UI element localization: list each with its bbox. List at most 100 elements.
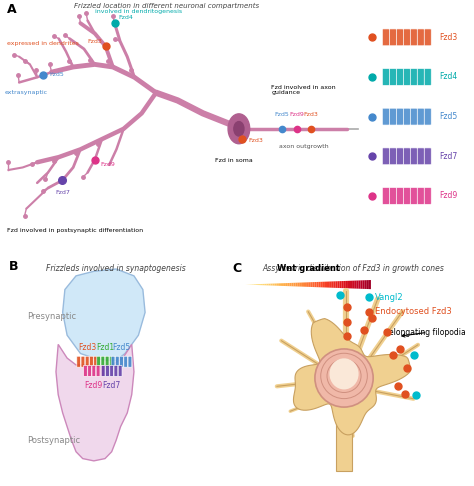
FancyBboxPatch shape: [390, 29, 396, 46]
FancyBboxPatch shape: [396, 29, 403, 46]
Text: Fzd5: Fzd5: [275, 112, 290, 118]
Polygon shape: [308, 282, 310, 287]
FancyBboxPatch shape: [383, 188, 390, 204]
FancyBboxPatch shape: [410, 69, 417, 86]
Text: Fzd3: Fzd3: [248, 138, 263, 142]
Text: Fzd5: Fzd5: [439, 112, 457, 121]
Text: Presynaptic: Presynaptic: [27, 312, 76, 321]
FancyBboxPatch shape: [403, 188, 410, 204]
Text: expressed in dendrites: expressed in dendrites: [7, 41, 78, 46]
Polygon shape: [285, 283, 287, 286]
Text: Frizzled location in different neuronal compartments: Frizzled location in different neuronal …: [74, 2, 259, 9]
Text: involved in dendritogenesis: involved in dendritogenesis: [95, 9, 182, 15]
Polygon shape: [360, 280, 363, 289]
Polygon shape: [289, 283, 292, 286]
FancyBboxPatch shape: [92, 365, 96, 376]
Polygon shape: [271, 284, 273, 286]
Polygon shape: [287, 283, 289, 286]
Polygon shape: [256, 284, 258, 285]
Text: Fzd9: Fzd9: [100, 162, 115, 167]
FancyBboxPatch shape: [417, 188, 424, 204]
Text: Frizzleds involved in synaptogenesis: Frizzleds involved in synaptogenesis: [46, 264, 186, 274]
Polygon shape: [275, 283, 277, 286]
FancyBboxPatch shape: [105, 356, 109, 367]
FancyBboxPatch shape: [410, 29, 417, 46]
Polygon shape: [304, 282, 306, 287]
Text: Fzd3: Fzd3: [303, 112, 319, 118]
Polygon shape: [350, 281, 352, 289]
FancyBboxPatch shape: [396, 148, 403, 165]
FancyBboxPatch shape: [424, 69, 431, 86]
Text: Fzd1: Fzd1: [96, 343, 114, 352]
Polygon shape: [260, 284, 262, 285]
FancyBboxPatch shape: [403, 29, 410, 46]
Text: Fzd3: Fzd3: [87, 39, 102, 44]
Polygon shape: [367, 280, 369, 289]
Polygon shape: [319, 282, 321, 287]
Polygon shape: [346, 281, 348, 288]
Text: Fzd4: Fzd4: [118, 15, 133, 19]
Polygon shape: [333, 281, 336, 288]
Polygon shape: [277, 283, 279, 286]
Polygon shape: [258, 284, 260, 285]
Text: Fzd9: Fzd9: [85, 381, 103, 390]
FancyBboxPatch shape: [424, 148, 431, 165]
FancyBboxPatch shape: [390, 188, 396, 204]
FancyBboxPatch shape: [101, 365, 105, 376]
Polygon shape: [358, 280, 360, 289]
FancyBboxPatch shape: [410, 148, 417, 165]
Text: Fzd9: Fzd9: [289, 112, 304, 118]
FancyBboxPatch shape: [424, 29, 431, 46]
FancyBboxPatch shape: [410, 188, 417, 204]
Text: Fzd3: Fzd3: [439, 33, 457, 42]
Text: Fzd7: Fzd7: [55, 190, 70, 194]
Polygon shape: [266, 284, 268, 285]
FancyBboxPatch shape: [111, 356, 115, 367]
FancyBboxPatch shape: [106, 365, 109, 376]
Text: Fzd involved in postsynaptic differentiation: Fzd involved in postsynaptic differentia…: [7, 228, 143, 233]
Polygon shape: [283, 283, 285, 286]
FancyBboxPatch shape: [424, 108, 431, 125]
Text: extrasynaptic: extrasynaptic: [5, 90, 48, 95]
Text: axon outgrowth: axon outgrowth: [279, 144, 328, 149]
FancyBboxPatch shape: [101, 356, 105, 367]
Ellipse shape: [315, 349, 373, 407]
Polygon shape: [254, 284, 256, 285]
FancyBboxPatch shape: [336, 405, 352, 471]
Text: A: A: [7, 2, 16, 16]
FancyBboxPatch shape: [110, 365, 114, 376]
FancyBboxPatch shape: [114, 365, 118, 376]
Text: Wnt gradient: Wnt gradient: [277, 264, 340, 273]
FancyBboxPatch shape: [390, 148, 396, 165]
Polygon shape: [344, 281, 346, 288]
Polygon shape: [306, 282, 308, 287]
FancyBboxPatch shape: [96, 365, 100, 376]
Polygon shape: [302, 282, 304, 287]
Polygon shape: [310, 282, 312, 287]
Polygon shape: [63, 269, 145, 361]
FancyBboxPatch shape: [396, 188, 403, 204]
Polygon shape: [352, 280, 354, 289]
Text: C: C: [232, 262, 241, 275]
FancyBboxPatch shape: [417, 29, 424, 46]
FancyBboxPatch shape: [118, 365, 122, 376]
Text: Fzd9: Fzd9: [439, 191, 457, 200]
Polygon shape: [336, 281, 337, 288]
Polygon shape: [268, 284, 271, 285]
Text: Vangl2: Vangl2: [375, 293, 404, 301]
Polygon shape: [273, 283, 275, 286]
Polygon shape: [296, 283, 298, 286]
FancyBboxPatch shape: [396, 69, 403, 86]
Polygon shape: [329, 281, 331, 288]
Text: Fzd3: Fzd3: [78, 343, 96, 352]
FancyBboxPatch shape: [81, 356, 85, 367]
Ellipse shape: [329, 358, 359, 389]
FancyBboxPatch shape: [94, 356, 98, 367]
FancyBboxPatch shape: [100, 365, 104, 376]
FancyBboxPatch shape: [83, 365, 87, 376]
FancyBboxPatch shape: [403, 108, 410, 125]
FancyBboxPatch shape: [424, 188, 431, 204]
FancyBboxPatch shape: [109, 356, 113, 367]
FancyBboxPatch shape: [383, 29, 390, 46]
Text: B: B: [9, 260, 18, 273]
